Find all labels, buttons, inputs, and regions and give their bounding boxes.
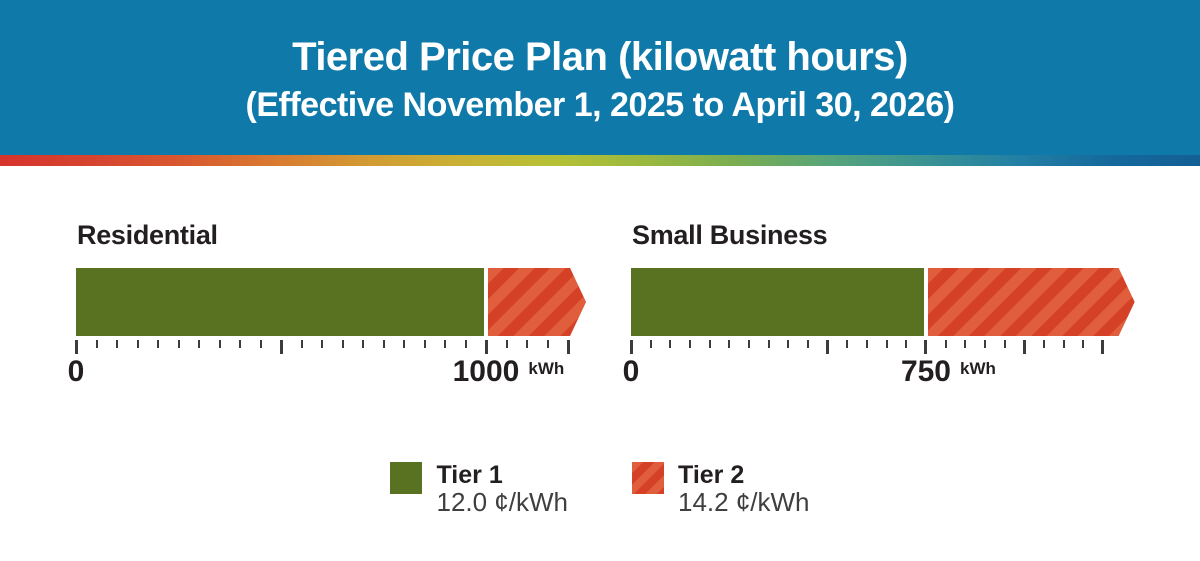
axis-tick-minor <box>546 340 549 348</box>
axis-tick-minor <box>1003 340 1006 348</box>
axis-tick-minor <box>767 340 770 348</box>
axis-label-value: 1000 <box>452 355 520 388</box>
tier1-segment <box>631 268 924 336</box>
axis-tick-minor <box>865 340 868 348</box>
axis-tick-minor <box>300 340 303 348</box>
tier1-label: Tier 1 <box>436 461 503 489</box>
axis-tick-minor <box>136 340 139 348</box>
tier1-segment <box>76 268 484 336</box>
axis-tick-minor <box>708 340 711 348</box>
axis-tick-major <box>1022 340 1026 354</box>
axis-tick-minor <box>95 340 98 348</box>
tier1-swatch-icon <box>390 462 423 494</box>
axis-label-0: 0 <box>68 357 85 387</box>
axis-tick-major <box>566 340 570 354</box>
axis-tick-minor <box>218 340 221 348</box>
axis-unit-label: kWh <box>960 359 996 378</box>
axis-label-value: 750 <box>900 355 951 388</box>
axis-tick-minor <box>239 340 241 348</box>
tier1-price: 12.0 ¢/kWh <box>436 487 568 517</box>
small-business-axis-ruler <box>629 340 1141 355</box>
axis-tick-minor <box>944 340 947 348</box>
axis-label-value: 0 <box>67 355 85 388</box>
chart-title-small-business: Small Business <box>632 220 828 250</box>
chart-title-residential: Residential <box>77 220 218 250</box>
small-business-tier-bar <box>631 268 1141 336</box>
residential-axis-labels: 0 1000 kWh <box>68 355 586 389</box>
axis-tick-major <box>924 340 928 354</box>
tier2-segment-arrow <box>488 268 586 336</box>
axis-tick-minor <box>341 340 344 348</box>
axis-tick-minor <box>964 340 967 348</box>
axis-tick-major <box>1101 340 1105 354</box>
tier2-price: 14.2 ¢/kWh <box>678 487 810 517</box>
axis-label-1000: 1000 kWh <box>452 355 565 388</box>
axis-tick-minor <box>444 340 446 348</box>
axis-unit-label: kWh <box>528 359 565 378</box>
chart-residential: Residential 0 1000 kWh <box>68 220 586 389</box>
tiered-price-plan-infographic: Tiered Price Plan (kilowatt hours) (Effe… <box>0 0 1200 516</box>
axis-tick-minor <box>747 340 750 348</box>
axis-tick-minor <box>362 340 364 348</box>
axis-tick-minor <box>905 340 908 348</box>
axis-tick-minor <box>157 340 159 348</box>
page-title: Tiered Price Plan (kilowatt hours) <box>292 35 908 79</box>
axis-tick-minor <box>423 340 426 348</box>
axis-tick-minor <box>983 340 986 348</box>
axis-tick-minor <box>846 340 849 348</box>
axis-tick-minor <box>321 340 323 348</box>
tier2-swatch-icon <box>632 462 664 494</box>
legend: Tier 1 12.0 ¢/kWh Tier 2 14.2 ¢/kWh <box>0 462 1200 516</box>
axis-tick-minor <box>116 340 118 348</box>
axis-tick-minor <box>1082 340 1085 348</box>
axis-tick-minor <box>787 340 790 348</box>
axis-tick-minor <box>464 340 467 348</box>
axis-tick-minor <box>259 340 262 348</box>
small-business-axis-labels: 0 750 kWh <box>623 355 1141 389</box>
axis-tick-minor <box>688 340 691 348</box>
chart-small-business: Small Business 0 750 kWh <box>623 220 1141 389</box>
axis-tick-minor <box>505 340 508 348</box>
axis-tick-minor <box>1042 340 1045 348</box>
axis-tick-major <box>826 340 830 354</box>
legend-item-tier2: Tier 2 14.2 ¢/kWh <box>632 462 810 516</box>
charts-row: Residential 0 1000 kWh Small Business 0 750… <box>0 221 1200 389</box>
axis-tick-major <box>279 340 283 354</box>
tier2-segment-arrow <box>928 268 1135 336</box>
tier2-label: Tier 2 <box>678 461 745 489</box>
axis-tick-major <box>74 340 78 354</box>
rainbow-divider <box>0 155 1200 166</box>
axis-tick-minor <box>1062 340 1065 348</box>
axis-label-value: 0 <box>622 355 640 388</box>
tier2-legend-text: Tier 2 14.2 ¢/kWh <box>678 462 810 516</box>
axis-label-0: 0 <box>623 357 640 387</box>
header: Tiered Price Plan (kilowatt hours) (Effe… <box>0 0 1200 155</box>
axis-tick-minor <box>885 340 888 348</box>
axis-tick-minor <box>806 340 809 348</box>
axis-tick-minor <box>728 340 731 348</box>
axis-label-750: 750 kWh <box>900 355 996 388</box>
axis-tick-major <box>484 340 488 354</box>
axis-tick-minor <box>382 340 385 348</box>
axis-tick-minor <box>669 340 672 348</box>
axis-tick-major <box>629 340 633 354</box>
residential-tier-bar <box>76 268 586 336</box>
page-subtitle: (Effective November 1, 2025 to April 30,… <box>245 86 955 124</box>
axis-tick-minor <box>177 340 180 348</box>
axis-tick-minor <box>198 340 200 348</box>
residential-axis-ruler <box>74 340 586 355</box>
tier1-legend-text: Tier 1 12.0 ¢/kWh <box>436 462 568 516</box>
axis-tick-minor <box>526 340 528 348</box>
axis-tick-minor <box>649 340 652 348</box>
legend-item-tier1: Tier 1 12.0 ¢/kWh <box>390 462 568 516</box>
axis-tick-minor <box>403 340 405 348</box>
